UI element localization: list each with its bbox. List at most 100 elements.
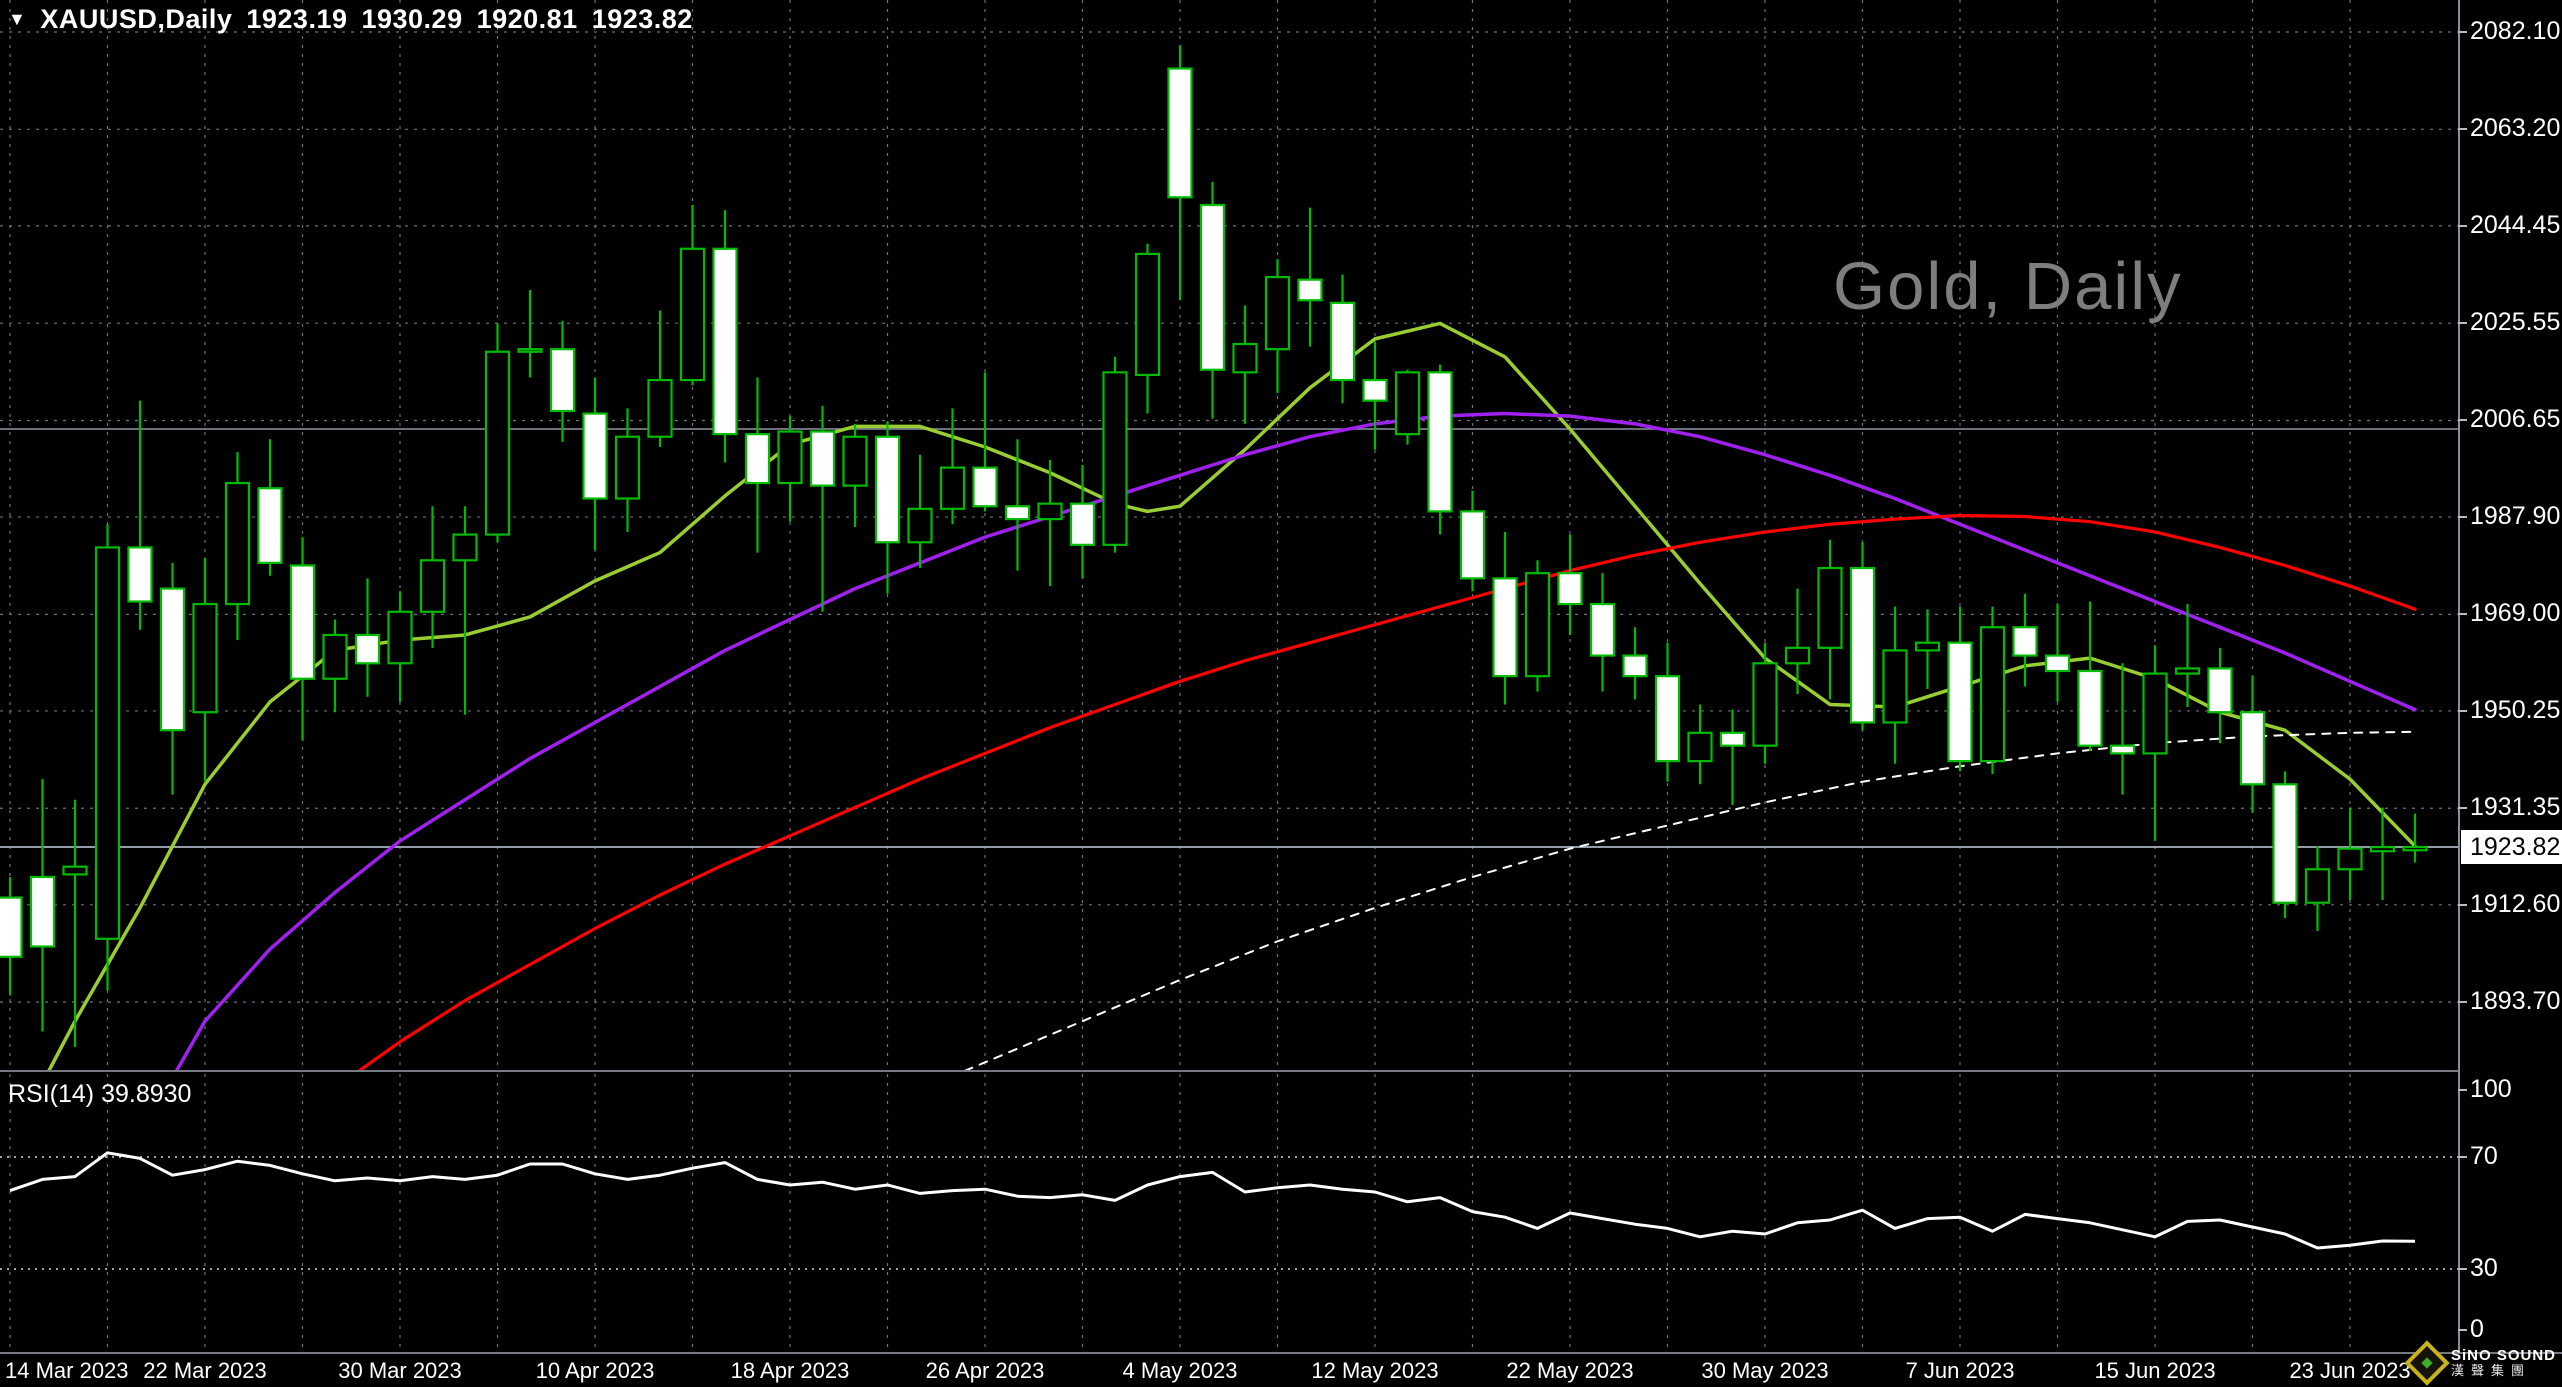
price-tick-label: 1969.00 bbox=[2470, 599, 2561, 628]
candle-6-jun bbox=[1914, 609, 1941, 690]
main-price-chart[interactable] bbox=[0, 0, 2458, 1072]
candle-15-may bbox=[1394, 369, 1421, 445]
time-axis-label: 12 May 2023 bbox=[1311, 1358, 1439, 1383]
candle-8-may bbox=[1232, 305, 1258, 424]
candle-26-apr bbox=[972, 372, 998, 512]
candle-29-may bbox=[1719, 709, 1746, 805]
broker-logo: SiNO SOUND 漢聲集團 bbox=[2404, 1340, 2556, 1386]
candle-24-mar bbox=[257, 439, 283, 576]
candle-5-apr bbox=[517, 289, 543, 378]
diamond-logo-icon bbox=[2404, 1340, 2450, 1386]
price-tick-label: 1931.35 bbox=[2470, 793, 2561, 822]
axis-tick bbox=[2458, 807, 2467, 810]
candle-9-may bbox=[1264, 259, 1291, 393]
candle-19-jun bbox=[2207, 647, 2233, 744]
candle-23-mar bbox=[224, 452, 251, 641]
price-tick-label: 2063.20 bbox=[2470, 114, 2561, 143]
axis-tick bbox=[2458, 709, 2467, 712]
candle-17-apr bbox=[744, 377, 771, 553]
candle-24-may bbox=[1622, 627, 1648, 700]
low-value: 1920.81 bbox=[476, 4, 578, 34]
candle-12-may bbox=[1362, 341, 1388, 450]
candle-21-jun bbox=[2272, 771, 2298, 919]
rsi-indicator-label: RSI(14) 39.8930 bbox=[8, 1080, 192, 1108]
candle-14-jun bbox=[2109, 663, 2136, 795]
axis-tick bbox=[2458, 516, 2467, 519]
axis-tick bbox=[2458, 322, 2467, 325]
candle-14-mar bbox=[0, 876, 23, 996]
time-axis-label: 22 Mar 2023 bbox=[143, 1358, 267, 1383]
candle-31-mar bbox=[419, 506, 446, 648]
high-value: 1930.29 bbox=[361, 4, 463, 34]
candle-2-jun bbox=[1849, 542, 1876, 731]
candle-30-may bbox=[1752, 642, 1778, 764]
axis-tick bbox=[2458, 419, 2467, 422]
rsi-line bbox=[9, 1151, 2416, 1250]
rsi-tick-label: 0 bbox=[2470, 1315, 2484, 1343]
close-value: 1923.82 bbox=[591, 4, 693, 34]
chart-watermark: Gold, Daily bbox=[1833, 249, 2183, 324]
chart-dropdown-icon[interactable]: ▼ bbox=[8, 9, 27, 29]
candle-28-mar bbox=[322, 619, 348, 713]
candle-3-apr bbox=[452, 506, 478, 715]
candle-28-apr bbox=[1037, 459, 1063, 587]
time-axis-label: 15 Jun 2023 bbox=[2094, 1358, 2216, 1383]
candle-13-jun bbox=[2077, 601, 2103, 751]
candle-15-jun bbox=[2142, 645, 2168, 841]
axis-tick bbox=[2458, 1089, 2467, 1091]
time-axis-label: 30 Mar 2023 bbox=[338, 1358, 462, 1383]
ma-fast-yellow bbox=[46, 321, 2417, 1072]
candle-19-may bbox=[1524, 560, 1551, 692]
price-tick-label: 2044.45 bbox=[2470, 210, 2561, 239]
candle-27-jun bbox=[2402, 813, 2428, 863]
time-axis-label: 7 Jun 2023 bbox=[1905, 1358, 2015, 1383]
time-axis-label: 26 Apr 2023 bbox=[925, 1358, 1045, 1383]
time-axis-label: 10 Apr 2023 bbox=[535, 1358, 655, 1383]
time-axis-label: 4 May 2023 bbox=[1122, 1358, 1238, 1383]
time-axis-border bbox=[0, 1352, 2562, 1354]
candle-4-apr bbox=[484, 323, 511, 543]
candle-26-jun bbox=[2369, 807, 2396, 901]
candle-22-jun bbox=[2304, 846, 2331, 932]
candle-19-apr bbox=[809, 405, 836, 612]
candle-12-jun bbox=[2044, 604, 2071, 702]
symbol-period-label: XAUUSD,Daily bbox=[40, 4, 233, 34]
candle-2-may bbox=[1102, 356, 1128, 553]
candle-12-apr bbox=[647, 310, 673, 448]
panel-divider[interactable] bbox=[0, 1070, 2458, 1072]
candle-5-jun bbox=[1882, 606, 1908, 764]
rsi-indicator-panel[interactable] bbox=[0, 1074, 2458, 1352]
candle-29-mar bbox=[354, 578, 381, 697]
main-grid bbox=[0, 0, 2458, 1072]
candle-16-may bbox=[1427, 364, 1453, 535]
candle-16-mar bbox=[62, 799, 88, 1047]
price-tick-label: 2006.65 bbox=[2470, 405, 2561, 434]
candle-6-apr bbox=[549, 320, 576, 442]
candle-31-may bbox=[1784, 588, 1811, 695]
candle-25-apr bbox=[939, 408, 966, 525]
price-tick-label: 2082.10 bbox=[2470, 16, 2561, 45]
axis-tick bbox=[2458, 1156, 2467, 1158]
candle-14-apr bbox=[712, 210, 738, 463]
candle-18-may bbox=[1492, 531, 1518, 705]
axis-tick bbox=[2458, 903, 2467, 906]
candle-5-may bbox=[1199, 181, 1226, 419]
logo-brand-name: SiNO SOUND bbox=[2450, 1347, 2556, 1365]
time-axis-label: 30 May 2023 bbox=[1701, 1358, 1829, 1383]
candle-20-mar bbox=[127, 400, 153, 630]
candle-7-jun bbox=[1947, 606, 1973, 772]
candle-18-apr bbox=[777, 416, 803, 522]
axis-tick bbox=[2458, 128, 2467, 131]
candle-11-apr bbox=[614, 408, 641, 532]
time-axis-label: 18 Apr 2023 bbox=[730, 1358, 850, 1383]
candle-20-jun bbox=[2239, 676, 2266, 813]
candle-23-jun bbox=[2337, 807, 2363, 901]
ma-dotted-white bbox=[959, 730, 2416, 1072]
candle-27-apr bbox=[1004, 439, 1031, 571]
candle-22-mar bbox=[192, 557, 218, 782]
current-price-tag: 1923.82 bbox=[2461, 830, 2562, 864]
time-axis-label: 23 Jun 2023 bbox=[2289, 1358, 2411, 1383]
candle-15-mar bbox=[29, 779, 56, 1032]
candle-25-may bbox=[1654, 642, 1681, 782]
